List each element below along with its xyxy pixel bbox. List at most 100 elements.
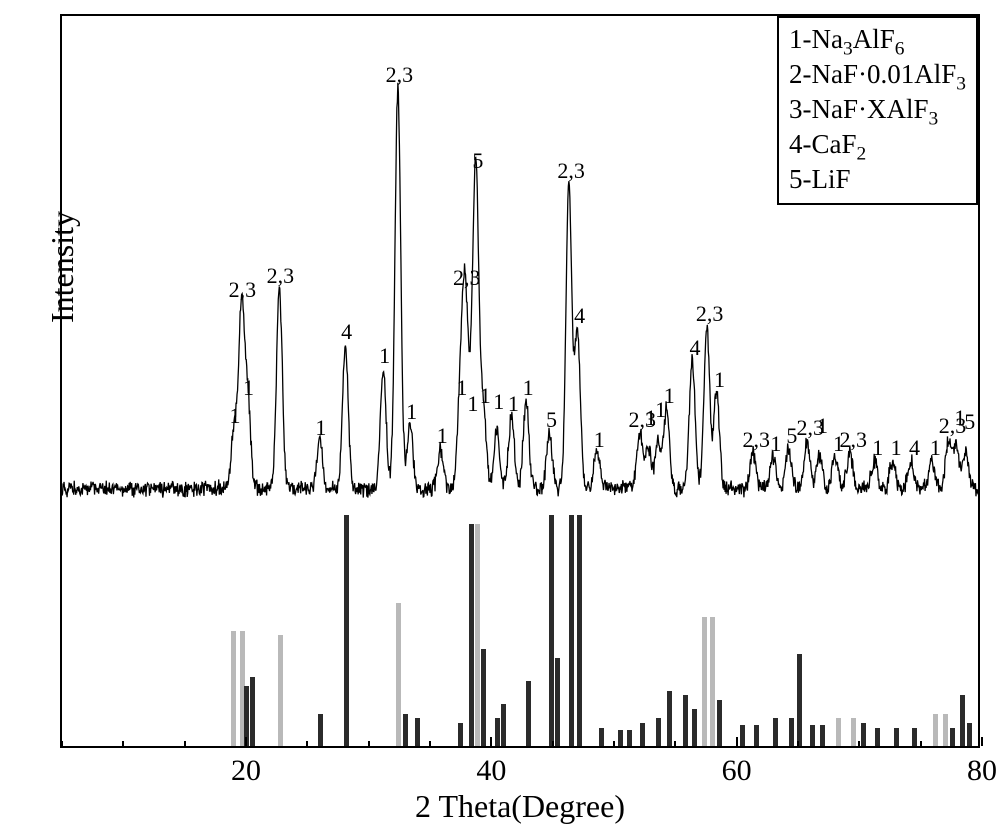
reference-stick: [481, 649, 486, 746]
reference-stick: [789, 718, 794, 746]
reference-stick: [403, 714, 408, 746]
reference-stick: [960, 695, 965, 746]
peak-label: 1: [467, 393, 478, 415]
peak-label: 1: [930, 437, 941, 459]
reference-stick: [618, 730, 623, 746]
reference-stick: [250, 677, 255, 746]
reference-stick: [740, 725, 745, 746]
reference-stick: [692, 709, 697, 746]
peak-label: 1: [456, 377, 467, 399]
peak-label: 2,3: [386, 64, 414, 86]
legend-entry: 1-Na3AlF6: [789, 22, 966, 57]
reference-stick: [577, 515, 582, 746]
peak-label: 1: [315, 417, 326, 439]
peak-label: 1: [594, 429, 605, 451]
xtick-label: 20: [231, 754, 261, 788]
xtick: [981, 737, 983, 746]
peak-label: 1: [714, 369, 725, 391]
xtick: [245, 737, 247, 746]
xtick-minor: [613, 741, 615, 746]
xtick-minor: [858, 741, 860, 746]
legend-entry: 2-NaF·0.01AlF3: [789, 57, 966, 92]
xtick: [490, 737, 492, 746]
reference-stick: [469, 524, 474, 746]
reference-stick: [967, 723, 972, 746]
xtick-minor: [674, 741, 676, 746]
xtick: [736, 737, 738, 746]
reference-stick: [683, 695, 688, 746]
xtick-label: 80: [967, 754, 997, 788]
peak-label: 1: [480, 385, 491, 407]
reference-stick: [231, 631, 236, 746]
reference-stick: [415, 718, 420, 746]
peak-label: 1: [770, 433, 781, 455]
reference-stick: [894, 728, 899, 746]
reference-stick: [820, 725, 825, 746]
peak-label: 2,3: [229, 279, 257, 301]
reference-stick: [797, 654, 802, 746]
y-axis-label: Intensity: [44, 211, 81, 323]
peak-label: 2,3: [696, 303, 724, 325]
reference-stick: [526, 681, 531, 746]
peak-label: 5: [546, 409, 557, 431]
reference-stick: [555, 658, 560, 746]
xtick-label: 60: [722, 754, 752, 788]
xtick-minor: [184, 741, 186, 746]
reference-stick: [710, 617, 715, 746]
reference-stick: [773, 718, 778, 746]
reference-stick: [396, 603, 401, 746]
xtick-minor: [552, 741, 554, 746]
reference-stick: [569, 515, 574, 746]
peak-label: 5: [964, 411, 975, 433]
peak-label: 2,3: [557, 160, 585, 182]
peak-label: 1: [872, 437, 883, 459]
peak-label: 1: [229, 405, 240, 427]
reference-stick: [318, 714, 323, 746]
xtick-minor: [429, 741, 431, 746]
peak-label: 1: [891, 437, 902, 459]
reference-stick: [344, 515, 349, 746]
peak-label: 4: [689, 337, 700, 359]
peak-label: 1: [243, 377, 254, 399]
reference-stick: [950, 728, 955, 746]
peak-label: 4: [574, 305, 585, 327]
peak-label: 2,3: [743, 429, 771, 451]
legend-entry: 3-NaF·XAlF3: [789, 92, 966, 127]
reference-stick: [278, 635, 283, 746]
reference-stick: [475, 524, 480, 746]
legend-box: 1-Na3AlF62-NaF·0.01AlF33-NaF·XAlF34-CaF2…: [777, 16, 978, 205]
peak-label: 2,3: [453, 267, 481, 289]
xtick-minor: [920, 741, 922, 746]
reference-stick: [933, 714, 938, 746]
reference-stick: [640, 723, 645, 746]
axes-frame: 12,312,31412,31112,315111152,3412,311142…: [60, 14, 980, 748]
reference-stick: [458, 723, 463, 746]
peak-label: 5: [472, 150, 483, 172]
peak-label: 1: [379, 345, 390, 367]
reference-stick: [836, 718, 841, 746]
xrd-figure: 12,312,31412,31112,315111152,3412,311142…: [0, 0, 1000, 808]
peak-label: 1: [508, 393, 519, 415]
xtick-label: 40: [476, 754, 506, 788]
reference-stick: [495, 718, 500, 746]
reference-stick: [627, 730, 632, 746]
reference-stick: [943, 714, 948, 746]
xtick-minor: [797, 741, 799, 746]
peak-label: 1: [406, 401, 417, 423]
reference-stick: [754, 725, 759, 746]
reference-stick: [702, 617, 707, 746]
reference-stick: [912, 728, 917, 746]
peak-label: 1: [664, 385, 675, 407]
reference-stick: [861, 723, 866, 746]
reference-stick: [851, 718, 856, 746]
peak-label: 1: [523, 377, 534, 399]
reference-stick: [875, 728, 880, 746]
peak-label: 4: [909, 437, 920, 459]
reference-stick: [549, 515, 554, 746]
peak-label: 2,3: [267, 265, 295, 287]
reference-stick: [599, 728, 604, 746]
xtick-minor: [122, 741, 124, 746]
reference-stick: [656, 718, 661, 746]
xtick-minor: [306, 741, 308, 746]
x-axis-label: 2 Theta(Degree): [415, 788, 625, 825]
